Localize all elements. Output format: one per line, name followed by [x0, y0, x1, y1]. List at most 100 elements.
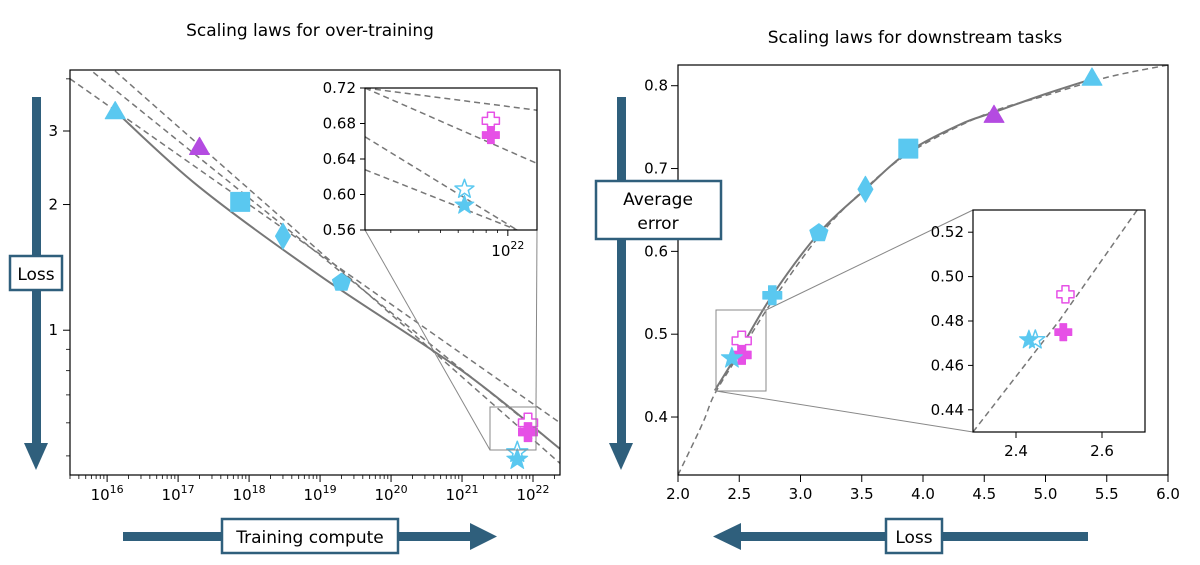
- right-point-triangle: [983, 104, 1005, 123]
- left-x-tick-label: 1022: [516, 483, 549, 504]
- left-y-tick-label: 2: [48, 196, 58, 214]
- right-x-tick-label: 4.5: [972, 485, 996, 503]
- left-point-plus: [518, 422, 538, 443]
- right-fit-curve-line: [713, 78, 1093, 392]
- left-point-pentagon: [331, 272, 351, 291]
- right-y-tick-label: 0.4: [644, 408, 668, 426]
- right-inset: 0.44 0.46 0.48 0.50 0.52 2.4 2.6: [931, 209, 1146, 460]
- left-y-label: Loss: [17, 265, 54, 285]
- left-inset-y-tick-label: 0.72: [323, 79, 356, 97]
- right-inset-y-tick-label: 0.52: [931, 223, 964, 241]
- left-zoom-connector: [364, 229, 491, 451]
- left-inset-background: [365, 88, 537, 230]
- left-point-triangle: [104, 101, 126, 120]
- right-inset-x-tick-label: 2.4: [1004, 442, 1028, 460]
- left-inset: 0.56 0.60 0.64 0.68 0.72 1022: [323, 79, 538, 260]
- chart-right: Scaling laws for downstream tasks 2.0 2.5…: [594, 28, 1180, 555]
- left-x-tick-label: 1017: [162, 483, 195, 504]
- right-x-tick-label: 6.0: [1156, 485, 1180, 503]
- right-zoom-connector: [765, 209, 974, 311]
- chart-left: Scaling laws for over-training 1016 1017 1…: [8, 21, 561, 555]
- right-zoom-box: [715, 309, 767, 392]
- left-y-label-box: Loss: [8, 254, 64, 292]
- left-y-tick-label: 3: [48, 122, 58, 140]
- left-x-tick-label: 1018: [233, 483, 266, 504]
- left-dashed-fit-line: [112, 70, 560, 464]
- right-inset-point-star: [1019, 329, 1039, 349]
- right-x-tick-label: 2.0: [666, 485, 690, 503]
- left-inset-dashed-line: [365, 169, 518, 230]
- right-points: [720, 67, 1103, 368]
- right-inset-dashed-line: [973, 210, 1139, 432]
- right-y-tick-label: 0.5: [644, 325, 668, 343]
- left-inset-dashed-line: [365, 88, 537, 111]
- left-inset-y-tick-label: 0.56: [323, 221, 356, 239]
- left-plot-frame: [69, 69, 561, 476]
- left-point-triangle: [189, 136, 210, 155]
- right-inset-dashed-curve: [973, 210, 1139, 432]
- right-fit-curve: [713, 78, 1093, 392]
- left-inset-y-tick-label: 0.60: [323, 186, 356, 204]
- right-chart-title: Scaling laws for downstream tasks: [768, 28, 1063, 48]
- left-x-tick-label: 1021: [445, 483, 478, 504]
- right-y-ticks: 0.4 0.5 0.6 0.7 0.8: [644, 77, 678, 426]
- left-point-diamond: [274, 222, 291, 250]
- left-x-tick-label: 1019: [304, 483, 337, 504]
- left-fit-curve: [114, 110, 560, 450]
- right-point-triangle: [1081, 67, 1103, 86]
- left-inset-point-star: [454, 194, 475, 214]
- left-point-star: [506, 448, 529, 469]
- right-x-tick-label: 3.0: [789, 485, 813, 503]
- left-inset-y-tick-label: 0.68: [323, 115, 356, 133]
- right-zoom-connectors: [715, 209, 974, 433]
- left-x-label: Training compute: [235, 528, 383, 548]
- right-inset-y-tick-label: 0.46: [931, 356, 964, 374]
- right-x-tick-label: 3.5: [850, 485, 874, 503]
- left-x-ticks: 1016 1017 1018 1019 1020 1021 1022: [69, 475, 555, 504]
- right-inset-x-ticks: 2.4 2.6: [1004, 432, 1114, 460]
- right-x-tick-label: 4.0: [911, 485, 935, 503]
- right-inset-y-tick-label: 0.48: [931, 312, 964, 330]
- left-inset-x-tick-label: 1022: [491, 239, 524, 260]
- left-inset-dashed-lines: [365, 88, 537, 230]
- right-y-label-box: Average error: [594, 179, 723, 241]
- left-zoom-box: [489, 406, 537, 451]
- right-point-square: [898, 138, 919, 159]
- left-zoom-connector: [535, 229, 538, 408]
- right-inset-y-tick-label: 0.44: [931, 401, 964, 419]
- right-x-tick-label: 2.5: [727, 485, 751, 503]
- left-inset-point-star: [454, 178, 475, 198]
- right-x-ticks: 2.0 2.5 3.0 3.5 4.0 4.5 5.0 5.5 6.0: [666, 475, 1180, 503]
- left-y-tick-label: 1: [48, 321, 58, 339]
- left-x-tick-label: 1016: [91, 483, 124, 504]
- left-point-square: [230, 191, 251, 212]
- right-inset-y-ticks: 0.44 0.46 0.48 0.50 0.52: [931, 223, 973, 419]
- left-chart-title: Scaling laws for over-training: [186, 21, 434, 41]
- left-inset-y-ticks: 0.56 0.60 0.64 0.68 0.72: [323, 79, 365, 239]
- right-inset-point-plus: [1056, 285, 1075, 304]
- right-point-star: [720, 346, 743, 368]
- left-inset-points: [454, 111, 501, 214]
- left-fit-curve-line: [114, 110, 560, 450]
- right-point-diamond: [857, 175, 874, 203]
- left-y-ticks: 1 2 3: [48, 78, 70, 457]
- left-inset-y-tick-label: 0.64: [323, 150, 356, 168]
- left-inset-point-plus: [481, 126, 500, 145]
- left-points: [104, 101, 539, 469]
- left-x-tick-label: 1020: [374, 483, 407, 504]
- right-zoom-connector: [715, 390, 974, 433]
- left-inset-dashed-line: [365, 88, 537, 165]
- right-inset-x-tick-label: 2.6: [1090, 442, 1114, 460]
- right-x-label: Loss: [895, 528, 932, 548]
- right-y-label-line-2: error: [637, 214, 678, 234]
- right-x-label-box: Loss: [884, 517, 944, 555]
- right-inset-y-tick-label: 0.50: [931, 268, 964, 286]
- left-x-label-box: Training compute: [220, 517, 400, 555]
- right-y-tick-label: 0.8: [644, 77, 668, 95]
- left-inset-x-ticks: 1022: [390, 230, 524, 260]
- right-x-tick-label: 5.5: [1095, 485, 1119, 503]
- right-point-plus: [762, 285, 783, 306]
- right-y-tick-label: 0.7: [644, 160, 668, 178]
- right-inset-points: [1019, 285, 1075, 349]
- right-y-label-line-1: Average: [623, 190, 693, 210]
